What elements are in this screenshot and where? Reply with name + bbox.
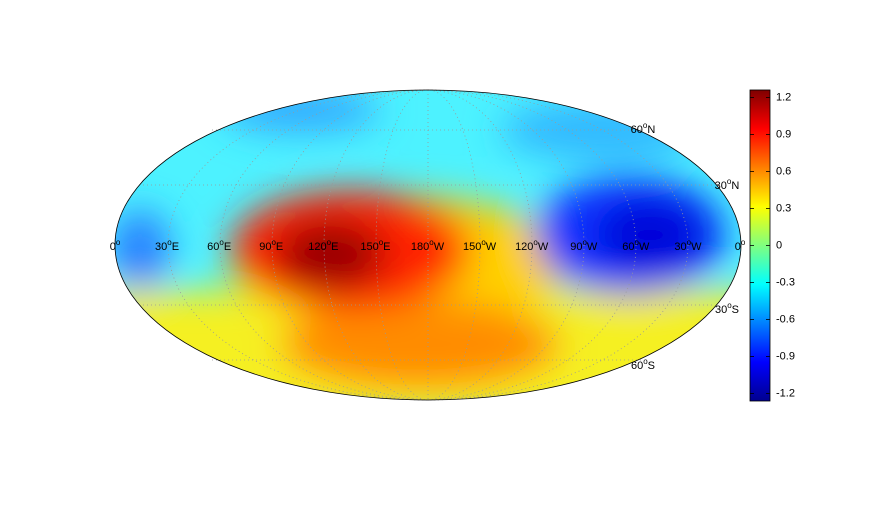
degree-mark: o — [741, 238, 746, 247]
grid-label: 30oN — [715, 177, 740, 192]
degree-mark: o — [219, 238, 224, 247]
grid-label: 0o — [110, 238, 121, 253]
colorbar-tick-label: -0.9 — [776, 350, 795, 362]
hemisphere: W — [434, 241, 445, 253]
degree-value: 60 — [622, 241, 634, 253]
degree-mark: o — [727, 177, 732, 186]
colorbar-tick-label: 0.3 — [776, 202, 791, 214]
map-frame — [114, 89, 742, 401]
colorbar-tick-label: 0 — [776, 239, 782, 251]
hemisphere: W — [538, 241, 549, 253]
degree-value: 30 — [715, 304, 727, 316]
grid-label: 60oE — [207, 238, 231, 253]
grid-label: 30oS — [715, 301, 739, 316]
colorbar-tick-label: -0.6 — [776, 313, 795, 325]
degree-mark: o — [687, 238, 692, 247]
hemisphere: W — [486, 241, 497, 253]
grid-label: 120oE — [308, 238, 338, 253]
degree-mark: o — [167, 238, 172, 247]
hemisphere: E — [331, 241, 338, 253]
degree-mark: o — [116, 238, 121, 247]
degree-mark: o — [481, 238, 486, 247]
hemisphere: N — [647, 124, 655, 136]
hemisphere: E — [172, 241, 179, 253]
degree-value: 30 — [155, 241, 167, 253]
degree-value: 150 — [360, 241, 378, 253]
degree-mark: o — [429, 238, 434, 247]
hemisphere: N — [731, 180, 739, 192]
hemisphere: S — [732, 304, 739, 316]
hemisphere: S — [648, 360, 655, 372]
degree-value: 120 — [308, 241, 326, 253]
hemisphere: E — [276, 241, 283, 253]
degree-value: 60 — [631, 124, 643, 136]
field — [115, 90, 741, 400]
hemisphere: W — [691, 241, 702, 253]
degree-value: 90 — [570, 241, 582, 253]
colorbar-tick-label: 0.9 — [776, 128, 791, 140]
degree-value: 90 — [259, 241, 271, 253]
colorbar-tick-label: 0.6 — [776, 165, 791, 177]
degree-mark: o — [533, 238, 538, 247]
degree-mark: o — [582, 238, 587, 247]
degree-value: 30 — [674, 241, 686, 253]
degree-value: 60 — [631, 360, 643, 372]
grid-label: 180oW — [411, 238, 445, 253]
grid-label: 120oW — [515, 238, 549, 253]
colorbar-tick-label: -0.3 — [776, 276, 795, 288]
grid-label: 60oS — [631, 357, 655, 372]
hemisphere: W — [639, 241, 650, 253]
grid-label: 30oW — [674, 238, 702, 253]
grid-label: 60oN — [631, 121, 656, 136]
degree-value: 0 — [735, 241, 741, 253]
degree-mark: o — [727, 301, 732, 310]
hemisphere: E — [383, 241, 390, 253]
degree-mark: o — [271, 238, 276, 247]
grid-label: 90oW — [570, 238, 598, 253]
colorbar-tick-label: 1.2 — [776, 91, 791, 103]
degree-value: 0 — [110, 241, 116, 253]
degree-mark: o — [643, 357, 648, 366]
degree-mark: o — [635, 238, 640, 247]
degree-value: 120 — [515, 241, 533, 253]
grid-label: 90oE — [259, 238, 283, 253]
hemisphere: E — [224, 241, 231, 253]
degree-value: 30 — [715, 180, 727, 192]
degree-value: 150 — [463, 241, 481, 253]
hemisphere: W — [587, 241, 598, 253]
degree-value: 60 — [207, 241, 219, 253]
degree-mark: o — [327, 238, 332, 247]
grid-label: 30oE — [155, 238, 179, 253]
grid-label: 60oW — [622, 238, 650, 253]
degree-mark: o — [643, 121, 648, 130]
colorbar-tick-label: -1.2 — [776, 388, 795, 400]
grid-label: 150oE — [360, 238, 390, 253]
degree-value: 180 — [411, 241, 429, 253]
degree-mark: o — [379, 238, 384, 247]
grid-label: 150oW — [463, 238, 497, 253]
grid-label: 0o — [735, 238, 746, 253]
